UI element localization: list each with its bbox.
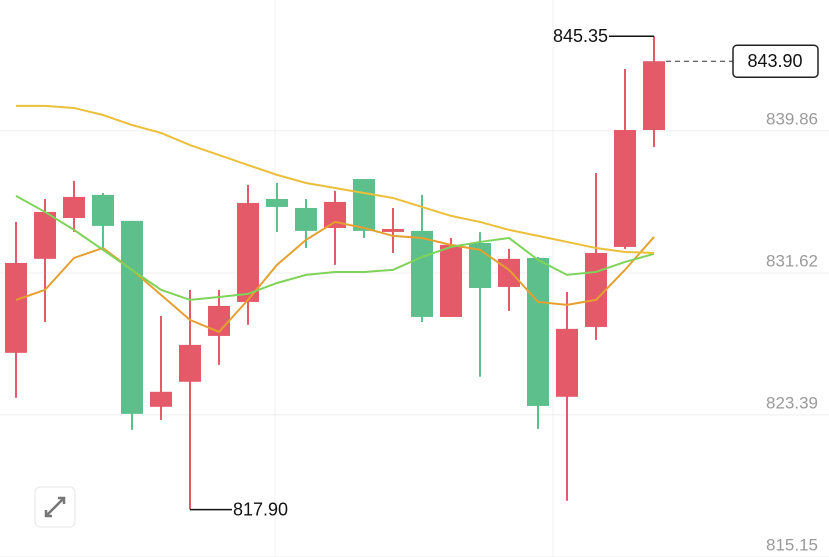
candle-body (266, 199, 288, 207)
expand-button[interactable] (34, 486, 76, 528)
ma-line (16, 104, 655, 254)
candle-body (440, 244, 462, 317)
candle-body (353, 178, 375, 231)
low-label: 817.90 (233, 499, 288, 519)
candle-body (324, 201, 346, 228)
candle-body (121, 220, 143, 414)
high-label: 845.35 (553, 26, 608, 46)
last-price-box (732, 44, 819, 78)
candle-body (5, 262, 27, 353)
candle-body (411, 230, 433, 317)
candle-body (208, 305, 230, 336)
ma-line (15, 195, 655, 301)
candle-body (643, 61, 665, 131)
candle-body (295, 207, 317, 231)
candle-body (92, 194, 114, 226)
y-tick-label: 815.15 (766, 535, 818, 554)
candle-body (63, 196, 85, 218)
candle-body (614, 130, 636, 247)
candle-body (179, 344, 201, 382)
y-tick-label: 839.86 (766, 109, 818, 128)
candle-body (34, 211, 56, 259)
y-tick-label: 823.39 (766, 393, 818, 412)
candle-body (382, 229, 404, 232)
candle-body (556, 328, 578, 397)
candle-body (237, 202, 259, 302)
candle-body (527, 257, 549, 406)
candle-body (498, 258, 520, 287)
last-price-label: 843.90 (747, 51, 802, 71)
y-tick-label: 831.62 (766, 251, 818, 270)
candle-body (585, 252, 607, 327)
candle-body (150, 391, 172, 407)
